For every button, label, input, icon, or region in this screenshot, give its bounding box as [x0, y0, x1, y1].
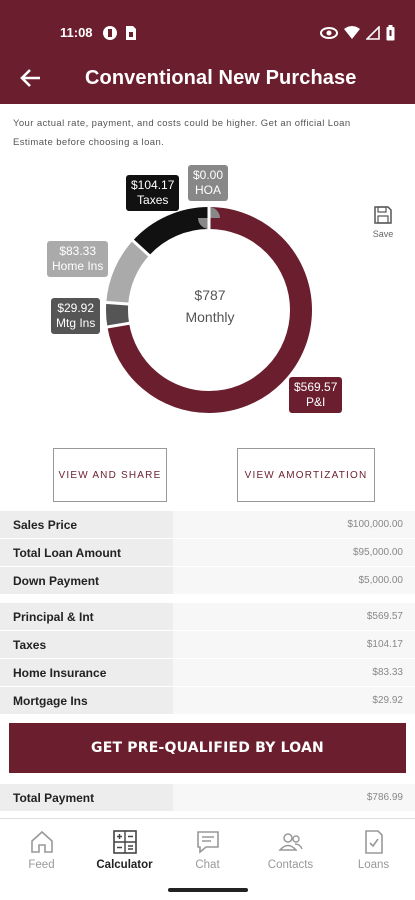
row-label: Mortgage Ins	[0, 687, 173, 714]
slice-separator	[105, 300, 130, 306]
nav-label: Contacts	[267, 859, 314, 871]
page-title: Conventional New Purchase	[85, 67, 357, 89]
table-row: Taxes $104.17	[0, 631, 415, 659]
slice-separator	[131, 238, 151, 258]
app-notification-icon	[102, 25, 118, 46]
row-value: $786.99	[173, 784, 415, 811]
donut-center: $787 Monthly	[160, 284, 260, 328]
calculator-icon	[112, 830, 137, 854]
battery-icon	[386, 25, 395, 46]
row-value: $83.33	[173, 659, 415, 686]
status-bar: 11:08	[0, 22, 415, 44]
donut-slice-mtg-ins	[106, 207, 312, 413]
view-amortization-button[interactable]: VIEW AMORTIZATION	[237, 448, 375, 502]
view-and-share-button[interactable]: VIEW AND SHARE	[53, 448, 167, 502]
slice-label-home-ins: $83.33 Home Ins	[47, 241, 109, 277]
loan-summary-table: Sales Price $100,000.00 Total Loan Amoun…	[0, 511, 415, 595]
nav-label: Calculator	[96, 859, 153, 871]
bottom-navigation: Feed Calculator Chat Contacts Loans	[0, 818, 415, 882]
total-payment-table: Total Payment $786.99	[0, 784, 415, 812]
row-label: Principal & Int	[0, 603, 173, 630]
row-label: Total Loan Amount	[0, 539, 173, 566]
table-row: Principal & Int $569.57	[0, 603, 415, 631]
table-row: Total Loan Amount $95,000.00	[0, 539, 415, 567]
contacts-icon	[277, 833, 303, 851]
loans-icon	[364, 830, 383, 854]
nav-item-loans[interactable]: Loans	[332, 819, 415, 882]
nav-item-contacts[interactable]: Contacts	[249, 819, 332, 882]
table-row: Down Payment $5,000.00	[0, 567, 415, 595]
app-header: 11:08 Conventional New Purchase	[0, 0, 415, 104]
nav-item-calculator[interactable]: Calculator	[83, 819, 166, 882]
nav-item-feed[interactable]: Feed	[0, 819, 83, 882]
floppy-disk-icon	[374, 206, 392, 224]
row-label: Total Payment	[0, 784, 173, 811]
row-value: $569.57	[173, 603, 415, 630]
slice-separator	[106, 321, 131, 329]
wifi-icon	[344, 26, 360, 45]
table-row: Mortgage Ins $29.92	[0, 687, 415, 715]
save-label: Save	[372, 229, 394, 239]
get-prequalified-button[interactable]: GET PRE-QUALIFIED BY LOAN	[9, 723, 406, 773]
row-value: $95,000.00	[173, 539, 415, 566]
slice-label-hoa: $0.00 HOA	[188, 165, 229, 201]
table-row: Home Insurance $83.33	[0, 659, 415, 687]
status-time: 11:08	[60, 25, 93, 40]
row-value: $104.17	[173, 631, 415, 658]
monthly-label: Monthly	[185, 309, 235, 325]
gesture-home-bar[interactable]	[168, 888, 248, 892]
sim-card-icon	[124, 25, 138, 46]
home-icon	[30, 830, 53, 853]
nav-label: Loans	[357, 859, 390, 871]
table-row: Total Payment $786.99	[0, 784, 415, 812]
nav-item-chat[interactable]: Chat	[166, 819, 249, 882]
slice-label-taxes: $104.17 Taxes	[126, 175, 180, 211]
eye-icon	[320, 26, 338, 45]
back-arrow-icon[interactable]	[18, 66, 44, 90]
slice-label-mtg-ins: $29.92 Mtg Ins	[51, 298, 101, 334]
slice-label-pi: $569.57 P&I	[289, 377, 343, 413]
nav-label: Chat	[195, 859, 220, 871]
row-value: $5,000.00	[173, 567, 415, 594]
row-label: Sales Price	[0, 511, 173, 538]
row-label: Down Payment	[0, 567, 173, 594]
payment-donut-chart	[0, 160, 415, 430]
nav-label: Feed	[28, 859, 55, 871]
row-label: Taxes	[0, 631, 173, 658]
row-value: $100,000.00	[173, 511, 415, 538]
row-label: Home Insurance	[0, 659, 173, 686]
table-row: Sales Price $100,000.00	[0, 511, 415, 539]
row-value: $29.92	[173, 687, 415, 714]
chat-icon	[196, 831, 219, 854]
monthly-total-value: $787	[194, 287, 226, 303]
disclaimer-text: Your actual rate, payment, and costs cou…	[13, 118, 351, 148]
payment-breakdown-table: Principal & Int $569.57 Taxes $104.17 Ho…	[0, 603, 415, 715]
save-button[interactable]: Save	[369, 205, 397, 239]
donut-svg	[105, 206, 312, 413]
signal-icon	[365, 25, 380, 45]
